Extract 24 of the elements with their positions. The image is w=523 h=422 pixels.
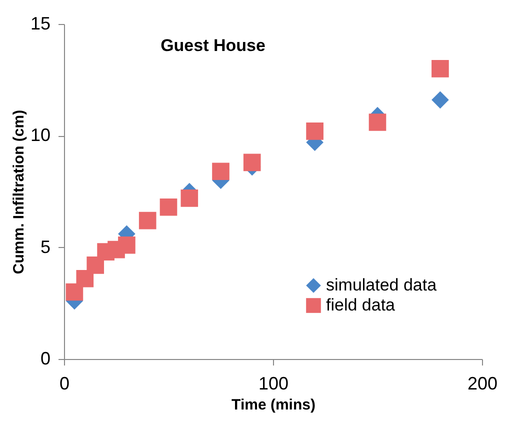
point [306, 122, 324, 140]
x-axis-title: Time (mins) [232, 396, 316, 414]
point [180, 190, 198, 207]
point [368, 114, 386, 131]
y-axis-title: Cumm. Infiltration (cm) [10, 110, 28, 274]
point [243, 154, 261, 172]
y-tick-label: 15 [30, 14, 50, 34]
legend-label: simulated data [326, 276, 438, 294]
y-tick-label: 10 [30, 125, 50, 146]
x-tick-label: 200 [467, 374, 498, 394]
legend-label: field data [326, 296, 396, 314]
x-tick-label: 100 [258, 374, 289, 394]
y-tick-label: 0 [40, 348, 50, 368]
text: Guest House [160, 36, 266, 55]
point [212, 162, 230, 180]
point [118, 236, 136, 254]
point [160, 198, 178, 216]
point [432, 60, 449, 78]
point [76, 270, 94, 288]
point [86, 256, 104, 274]
point [138, 212, 156, 230]
point [432, 91, 449, 109]
x-tick-label: 0 [59, 374, 70, 394]
y-tick-label: 5 [40, 236, 50, 257]
